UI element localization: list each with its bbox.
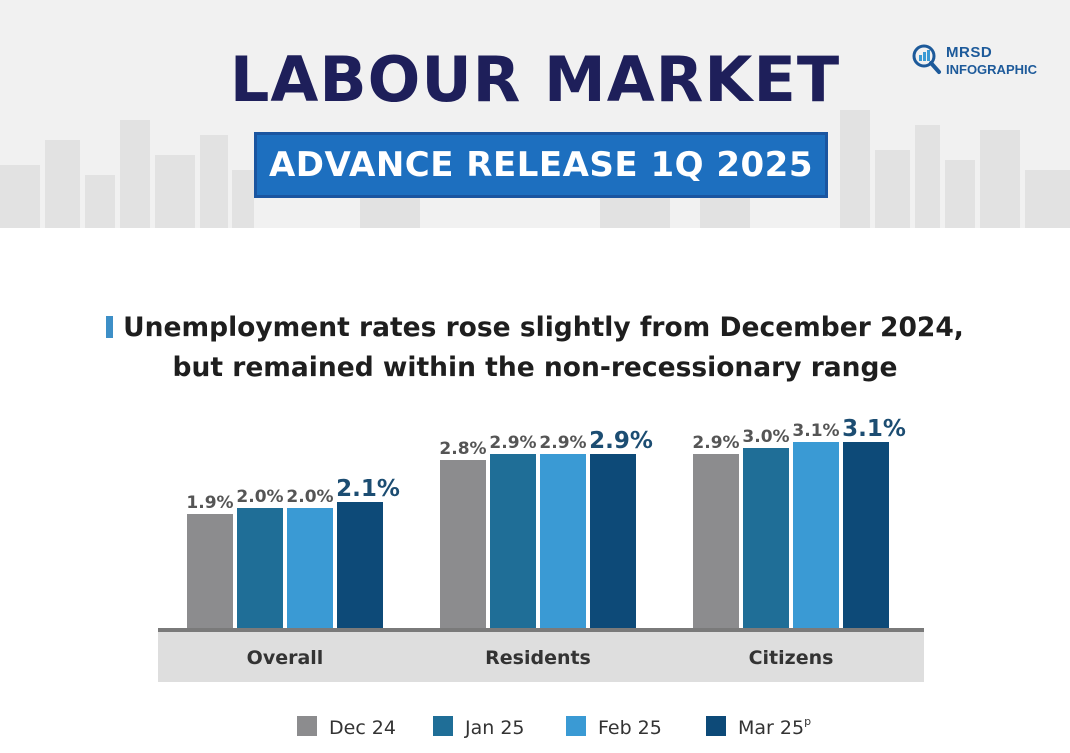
logo-line2: INFOGRAPHIC [946,62,1037,77]
x-axis-line [158,628,924,632]
category-label-overall: Overall [247,647,324,669]
bar-overall-mar-25 [337,502,383,628]
legend-label: Dec 24 [329,717,396,739]
bar-citizens-jan-25 [743,448,789,628]
city-skyline [0,110,1070,228]
headline-marker [106,316,114,338]
category-label-residents: Residents [485,647,591,669]
legend-swatch [566,716,586,736]
headline-line2: but remained within the non-recessionary… [172,352,898,383]
data-label: 3.1% [792,421,839,441]
legend-swatch [297,716,317,736]
data-label: 2.1% [336,476,400,502]
header-banner: LABOUR MARKET ADVANCE RELEASE 1Q 2025 MR… [0,0,1070,228]
bar-residents-dec-24 [440,460,486,628]
main-title: LABOUR MARKET [229,43,841,116]
legend-swatch [433,716,453,736]
mrsd-logo: MRSD INFOGRAPHIC [912,42,1052,82]
bar-residents-feb-25 [540,454,586,628]
data-label: 2.0% [236,487,283,507]
legend-swatch [706,716,726,736]
bar-overall-jan-25 [237,508,283,628]
logo-line1: MRSD [946,44,993,61]
data-label: 2.8% [439,439,486,459]
headline: Unemployment rates rose slightly from De… [0,308,1070,388]
legend-label: Feb 25 [598,717,662,739]
bar-overall-dec-24 [187,514,233,628]
category-label-citizens: Citizens [749,647,834,669]
data-label: 3.1% [842,416,906,442]
headline-line1: Unemployment rates rose slightly from De… [0,308,1070,348]
bar-overall-feb-25 [287,508,333,628]
legend-label: Jan 25 [464,717,525,739]
bar-residents-jan-25 [490,454,536,628]
magnifier-chart-icon [912,44,941,74]
bar-citizens-dec-24 [693,454,739,628]
subtitle: ADVANCE RELEASE 1Q 2025 [268,145,813,185]
data-label: 2.9% [539,433,586,453]
data-label: 2.9% [692,433,739,453]
data-label: 2.0% [286,487,333,507]
data-label: 1.9% [186,493,233,513]
bar-residents-mar-25 [590,454,636,628]
subtitle-box: ADVANCE RELEASE 1Q 2025 [254,132,828,198]
category-band [158,632,924,682]
data-label: 3.0% [742,427,789,447]
data-label: 2.9% [589,428,653,454]
bar-citizens-feb-25 [793,442,839,628]
bar-citizens-mar-25 [843,442,889,628]
data-label: 2.9% [489,433,536,453]
legend-label: Mar 25p [738,715,811,739]
